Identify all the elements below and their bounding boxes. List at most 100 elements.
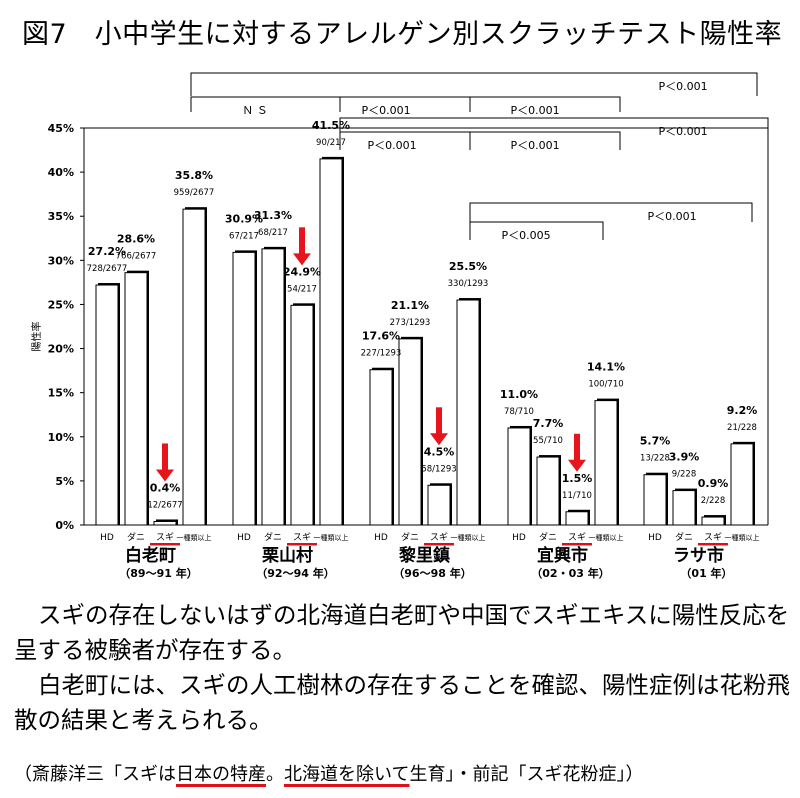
percent-label: 31.3% bbox=[254, 209, 292, 222]
significance-bracket bbox=[469, 96, 621, 112]
count-label: 21/228 bbox=[727, 423, 757, 433]
x-category-label: ダニ bbox=[264, 531, 282, 543]
suga-underline bbox=[150, 543, 180, 546]
explanation-paragraph: スギの存在しないはずの北海道白老町や中国でスギエキスに陽性反応を呈する被験者が存… bbox=[14, 598, 794, 738]
significance-label: P＜0.001 bbox=[658, 80, 707, 93]
count-label: 766/2677 bbox=[116, 252, 157, 262]
red-arrow-shaft bbox=[162, 443, 168, 472]
source-citation: （斎藤洋三「スギは日本の特産。北海道を除いて生育」・前記「スギ花粉症」） bbox=[14, 764, 644, 785]
significance-label: P＜0.001 bbox=[658, 125, 707, 138]
count-label: 58/1293 bbox=[421, 464, 456, 474]
count-label: 2/228 bbox=[701, 496, 726, 506]
red-arrow-shaft bbox=[299, 227, 305, 256]
percent-label: 3.9% bbox=[669, 451, 700, 464]
count-label: 330/1293 bbox=[448, 279, 489, 289]
count-label: 67/217 bbox=[229, 231, 259, 241]
bar bbox=[182, 208, 206, 526]
bar bbox=[672, 490, 696, 526]
percent-label: 4.5% bbox=[424, 445, 455, 458]
significance-label: Ｎ Ｓ bbox=[242, 104, 268, 117]
bar bbox=[507, 427, 531, 526]
percent-label: 21.1% bbox=[391, 299, 429, 312]
x-category-label: スギ bbox=[704, 532, 722, 543]
bar bbox=[290, 304, 314, 526]
group-period: （96～98 年） bbox=[393, 566, 471, 580]
x-category-label: ダニ bbox=[401, 531, 419, 543]
count-label: 55/710 bbox=[533, 436, 563, 446]
bar bbox=[565, 511, 589, 526]
percent-label: 0.9% bbox=[698, 477, 729, 490]
count-label: 9/228 bbox=[672, 470, 697, 480]
percent-label: 9.2% bbox=[727, 404, 758, 417]
y-tick-label: 5% bbox=[55, 475, 74, 488]
group-name: ラサ市 bbox=[673, 545, 724, 566]
red-arrow-head bbox=[568, 459, 586, 472]
percent-label: 25.5% bbox=[449, 260, 487, 273]
percent-label: 11.0% bbox=[500, 388, 538, 401]
x-category-label: スギ bbox=[293, 532, 311, 543]
x-category-label: スギ bbox=[430, 532, 448, 543]
count-label: 54/217 bbox=[287, 284, 317, 294]
group-period: （89～91 年） bbox=[119, 566, 197, 580]
y-tick-label: 40% bbox=[48, 166, 74, 179]
underlined-except-hokkaido: 北海道を除いて bbox=[284, 764, 410, 785]
bar bbox=[536, 456, 560, 526]
count-label: 11/710 bbox=[562, 491, 592, 501]
red-arrow-head bbox=[156, 469, 174, 482]
suga-underline bbox=[287, 543, 317, 546]
percent-label: 24.9% bbox=[283, 265, 321, 278]
red-arrow-head bbox=[430, 433, 448, 446]
percent-label: 14.1% bbox=[587, 361, 625, 374]
percent-label: 0.4% bbox=[150, 481, 181, 494]
significance-bracket bbox=[339, 117, 769, 132]
percent-label: 17.6% bbox=[362, 330, 400, 343]
y-tick-label: 15% bbox=[48, 387, 74, 400]
percent-label: 35.8% bbox=[175, 169, 213, 182]
x-category-label: HD bbox=[237, 533, 251, 543]
x-category-label: 一種類以上 bbox=[314, 533, 349, 542]
y-tick-label: 0% bbox=[55, 519, 74, 532]
x-category-label: HD bbox=[512, 533, 526, 543]
x-category-label: HD bbox=[648, 533, 662, 543]
group-name: 栗山村 bbox=[262, 545, 313, 566]
paragraph-line-2: 白老町には、スギの人工樹林の存在することを確認、陽性症例は花粉飛散の結果と考えら… bbox=[14, 671, 790, 734]
significance-label: P＜0.001 bbox=[361, 104, 410, 117]
bar bbox=[124, 272, 148, 526]
x-category-label: HD bbox=[374, 533, 388, 543]
significance-bracket bbox=[469, 221, 604, 240]
count-label: 227/1293 bbox=[361, 349, 402, 359]
significance-label: P＜0.005 bbox=[501, 229, 550, 242]
red-arrow-shaft bbox=[574, 433, 580, 462]
suga-underline bbox=[424, 543, 454, 546]
significance-bracket bbox=[469, 202, 753, 222]
count-label: 728/2677 bbox=[87, 264, 128, 274]
count-label: 90/217 bbox=[316, 138, 346, 148]
x-category-label: スギ bbox=[156, 532, 174, 543]
percent-label: 7.7% bbox=[533, 417, 564, 430]
bar bbox=[643, 474, 667, 526]
count-label: 78/710 bbox=[504, 407, 534, 417]
bar bbox=[594, 400, 618, 526]
bar bbox=[153, 520, 177, 526]
bar bbox=[95, 284, 119, 526]
bar bbox=[398, 338, 422, 526]
y-axis-label: 陽性率 bbox=[30, 322, 43, 352]
count-label: 12/2677 bbox=[147, 500, 182, 510]
bar bbox=[261, 248, 285, 526]
y-tick-label: 30% bbox=[48, 254, 74, 267]
percent-label: 1.5% bbox=[562, 472, 593, 485]
group-name: 黎里鎮 bbox=[399, 545, 450, 566]
y-tick-label: 25% bbox=[48, 298, 74, 311]
count-label: 959/2677 bbox=[174, 188, 215, 198]
significance-bracket bbox=[469, 131, 621, 150]
suga-underline bbox=[698, 543, 728, 546]
significance-bracket bbox=[190, 72, 758, 96]
x-category-label: HD bbox=[100, 533, 114, 543]
suga-underline bbox=[562, 543, 592, 546]
bar bbox=[232, 251, 256, 526]
bar bbox=[701, 516, 725, 526]
bar bbox=[427, 484, 451, 526]
significance-label: P＜0.001 bbox=[367, 139, 416, 152]
percent-label: 28.6% bbox=[117, 233, 155, 246]
red-arrow-shaft bbox=[436, 407, 442, 436]
